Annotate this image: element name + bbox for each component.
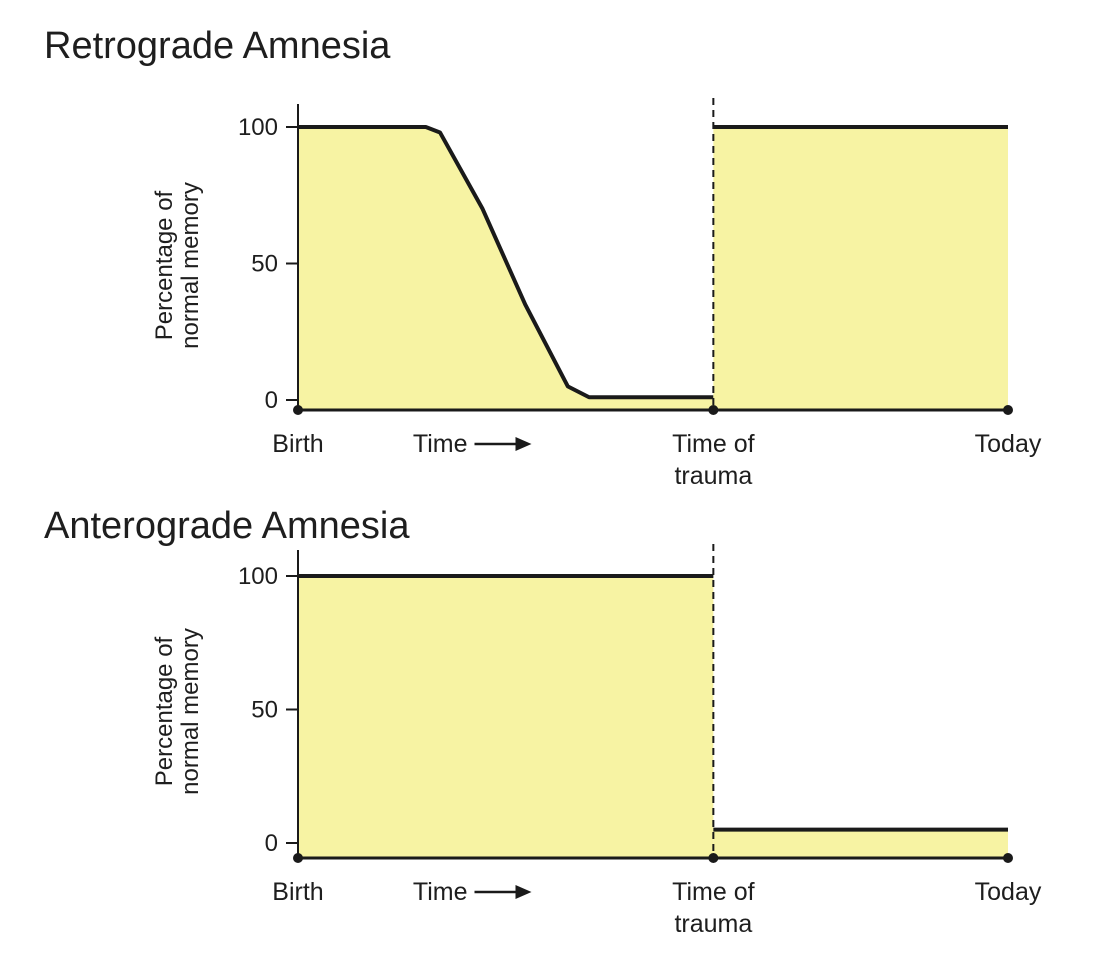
y-tick-label: 100	[238, 114, 278, 141]
memory-area-fill	[298, 576, 714, 858]
x-tick-label: Today	[975, 878, 1042, 906]
time-arrow-head	[515, 437, 532, 451]
time-arrow-head	[515, 885, 532, 899]
y-axis-label-line: normal memory	[177, 628, 204, 795]
x-tick-label: Time	[413, 878, 468, 906]
memory-area-fill	[298, 127, 714, 410]
x-tick-label: Time	[413, 430, 468, 458]
chart-panel-2: Anterograde Amnesia Percentage of normal m…	[44, 505, 1042, 938]
y-axis-label-line: Percentage of	[151, 636, 178, 786]
y-tick-label: 50	[251, 697, 278, 724]
x-tick-label: Time of	[672, 878, 754, 906]
y-tick-label: 100	[238, 563, 278, 590]
x-axis-point	[1003, 405, 1013, 415]
x-axis-point	[293, 405, 303, 415]
chart-title: Retrograde Amnesia	[44, 25, 391, 67]
y-tick-label: 0	[265, 830, 278, 857]
x-tick-label: Birth	[272, 878, 323, 906]
y-axis-label-line: normal memory	[177, 182, 204, 349]
chart-panel-1: Retrograde Amnesia Percentage of normal me…	[44, 25, 1042, 490]
chart-title: Anterograde Amnesia	[44, 505, 410, 547]
x-axis-point	[708, 853, 719, 863]
x-tick-label: trauma	[674, 910, 752, 938]
x-tick-label: trauma	[674, 462, 752, 490]
memory-area-fill	[713, 829, 1008, 858]
memory-area-fill	[713, 127, 1008, 410]
y-axis-label-line: Percentage of	[151, 190, 178, 340]
x-tick-label: Birth	[272, 430, 323, 458]
x-axis-point	[708, 405, 719, 415]
x-tick-label: Today	[975, 430, 1042, 458]
x-axis-point	[1003, 853, 1013, 863]
x-axis-point	[293, 853, 303, 863]
y-tick-label: 0	[265, 387, 278, 414]
x-tick-label: Time of	[672, 430, 754, 458]
y-tick-label: 50	[251, 251, 278, 278]
memory-series-line	[298, 125, 714, 400]
